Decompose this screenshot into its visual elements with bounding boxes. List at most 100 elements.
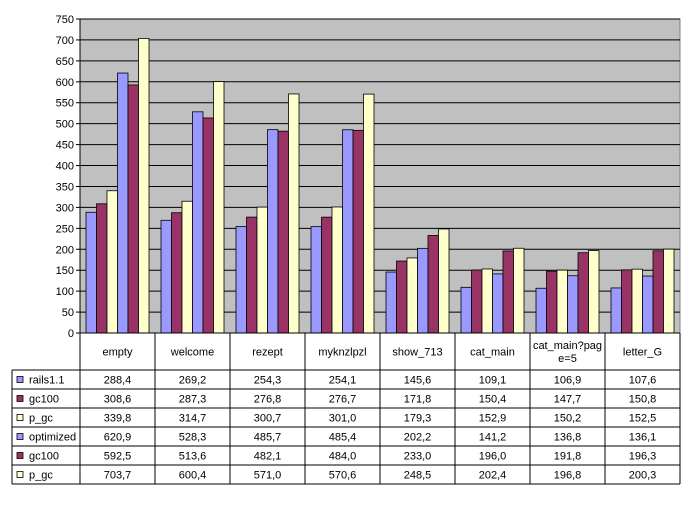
y-tick-label: 50	[62, 307, 74, 319]
data-value-cell: 109,1	[479, 375, 507, 387]
bar	[267, 129, 279, 334]
bar	[310, 226, 322, 334]
bar	[652, 250, 664, 334]
bar	[610, 287, 622, 334]
data-value-cell: 276,7	[329, 394, 357, 406]
data-value-cell: 300,7	[254, 413, 282, 425]
bar	[546, 270, 558, 334]
data-value-cell: 485,4	[329, 432, 357, 444]
bar	[277, 130, 289, 334]
data-value-cell: 528,3	[179, 432, 207, 444]
data-value-cell: 485,7	[254, 432, 282, 444]
bar	[138, 37, 150, 334]
data-value-cell: 145,6	[404, 375, 432, 387]
bar	[160, 219, 172, 334]
data-value-cell: 150,8	[629, 394, 657, 406]
bar	[181, 200, 193, 334]
category-label: cat_main?pag	[533, 340, 602, 352]
bar	[385, 271, 397, 334]
data-value-cell: 202,4	[479, 470, 507, 482]
data-value-cell: 179,3	[404, 413, 432, 425]
bar	[396, 260, 408, 334]
series-name: p_gc	[29, 470, 53, 482]
series-name: p_gc	[29, 413, 53, 425]
bar	[256, 206, 268, 334]
bar	[192, 111, 204, 334]
y-tick-label: 650	[56, 56, 74, 68]
bar	[642, 275, 654, 334]
y-tick-label: 750	[56, 14, 74, 26]
bar	[85, 211, 97, 334]
data-value-cell: 703,7	[104, 470, 132, 482]
data-value-cell: 150,2	[554, 413, 582, 425]
bar	[556, 269, 568, 334]
y-tick-label: 400	[56, 161, 74, 173]
bar	[406, 257, 418, 334]
y-tick-label: 300	[56, 202, 74, 214]
bar	[631, 268, 643, 334]
data-value-cell: 269,2	[179, 375, 207, 387]
data-value-cell: 288,4	[104, 375, 132, 387]
series-name: gc100	[29, 451, 59, 463]
bar	[246, 216, 258, 334]
bar	[492, 273, 504, 334]
category-label: letter_G	[623, 347, 662, 359]
data-value-cell: 308,6	[104, 394, 132, 406]
legend-key	[16, 414, 24, 421]
category-label: empty	[103, 347, 133, 359]
bar	[567, 275, 579, 334]
data-value-cell: 571,0	[254, 470, 282, 482]
data-value-cell: 314,7	[179, 413, 207, 425]
category-label: e=5	[558, 353, 577, 365]
bar	[535, 287, 547, 334]
bar	[663, 248, 675, 334]
bar	[481, 268, 493, 334]
legend-key	[16, 452, 24, 459]
y-tick-label: 100	[56, 286, 74, 298]
y-tick-label: 600	[56, 77, 74, 89]
bar	[127, 84, 139, 334]
data-value-cell: 202,2	[404, 432, 432, 444]
bar	[502, 250, 514, 334]
data-value-cell: 196,3	[629, 451, 657, 463]
legend-key	[16, 376, 24, 383]
y-tick-label: 0	[68, 328, 74, 340]
data-value-cell: 254,1	[329, 375, 357, 387]
bar	[513, 247, 525, 334]
data-value-cell: 136,1	[629, 432, 657, 444]
data-value-cell: 106,9	[554, 375, 582, 387]
category-label: myknzlpzl	[318, 347, 366, 359]
series-name: gc100	[29, 394, 59, 406]
y-tick-label: 700	[56, 35, 74, 47]
y-tick-label: 200	[56, 244, 74, 256]
legend-key	[16, 471, 24, 478]
bar	[460, 286, 472, 334]
data-value-cell: 150,4	[479, 394, 507, 406]
data-value-cell: 254,3	[254, 375, 282, 387]
data-value-cell: 136,8	[554, 432, 582, 444]
data-value-cell: 196,0	[479, 451, 507, 463]
data-value-cell: 107,6	[629, 375, 657, 387]
y-tick-label: 350	[56, 181, 74, 193]
bar	[288, 93, 300, 334]
y-tick-label: 500	[56, 119, 74, 131]
category-label: welcome	[170, 347, 214, 359]
data-value-cell: 301,0	[329, 413, 357, 425]
data-value-cell: 191,8	[554, 451, 582, 463]
bar	[331, 206, 343, 334]
bar	[577, 252, 589, 334]
data-value-cell: 248,5	[404, 470, 432, 482]
bar	[96, 203, 108, 334]
legend-key	[16, 433, 24, 440]
data-value-cell: 600,4	[179, 470, 207, 482]
data-value-cell: 339,8	[104, 413, 132, 425]
bar	[352, 129, 364, 334]
data-value-cell: 152,9	[479, 413, 507, 425]
bar	[588, 250, 600, 334]
data-value-cell: 200,3	[629, 470, 657, 482]
bar	[438, 228, 450, 334]
data-value-cell: 171,8	[404, 394, 432, 406]
bar	[106, 190, 118, 334]
data-value-cell: 287,3	[179, 394, 207, 406]
